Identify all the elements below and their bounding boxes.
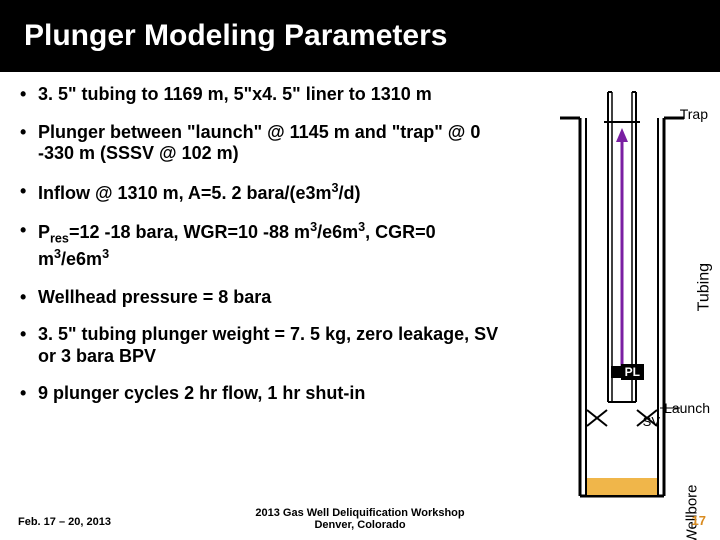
footer-venue-line2: Denver, Colorado	[314, 519, 405, 531]
slide: Plunger Modeling Parameters 3. 5" tubing…	[0, 0, 720, 540]
diagram-label-tubing: Tubing	[695, 263, 713, 311]
footer: Feb. 17 – 20, 2013 2013 Gas Well Deliqui…	[0, 504, 720, 532]
title-bar: Plunger Modeling Parameters	[0, 0, 720, 72]
diagram-label-trap: Trap	[680, 106, 708, 122]
diagram-label-pl: PL	[621, 364, 644, 380]
footer-page-number: 17	[692, 513, 706, 528]
bullet-item: 9 plunger cycles 2 hr flow, 1 hr shut-in	[20, 383, 510, 405]
bullet-item: Plunger between "launch" @ 1145 m and "t…	[20, 122, 510, 165]
footer-venue: 2013 Gas Well Deliquification Workshop D…	[255, 507, 464, 532]
wellbore-svg	[520, 84, 710, 514]
slide-title: Plunger Modeling Parameters	[24, 19, 447, 53]
diagram-label-sv: SV	[643, 414, 660, 429]
footer-date: Feb. 17 – 20, 2013	[18, 516, 111, 528]
bullet-item: Inflow @ 1310 m, A=5. 2 bara/(e3m3/d)	[20, 181, 510, 205]
bullet-item: Wellhead pressure = 8 bara	[20, 287, 510, 309]
bullet-list: 3. 5" tubing to 1169 m, 5"x4. 5" liner t…	[20, 84, 510, 421]
bullet-item: Pres=12 -18 bara, WGR=10 -88 m3/e6m3, CG…	[20, 220, 510, 270]
wellbore-diagram: Trap Launch PL SV Tubing Wellbore	[520, 84, 710, 514]
bullet-item: 3. 5" tubing plunger weight = 7. 5 kg, z…	[20, 324, 510, 367]
bullet-item: 3. 5" tubing to 1169 m, 5"x4. 5" liner t…	[20, 84, 510, 106]
footer-venue-line1: 2013 Gas Well Deliquification Workshop	[255, 507, 464, 519]
diagram-label-launch: Launch	[664, 400, 710, 416]
